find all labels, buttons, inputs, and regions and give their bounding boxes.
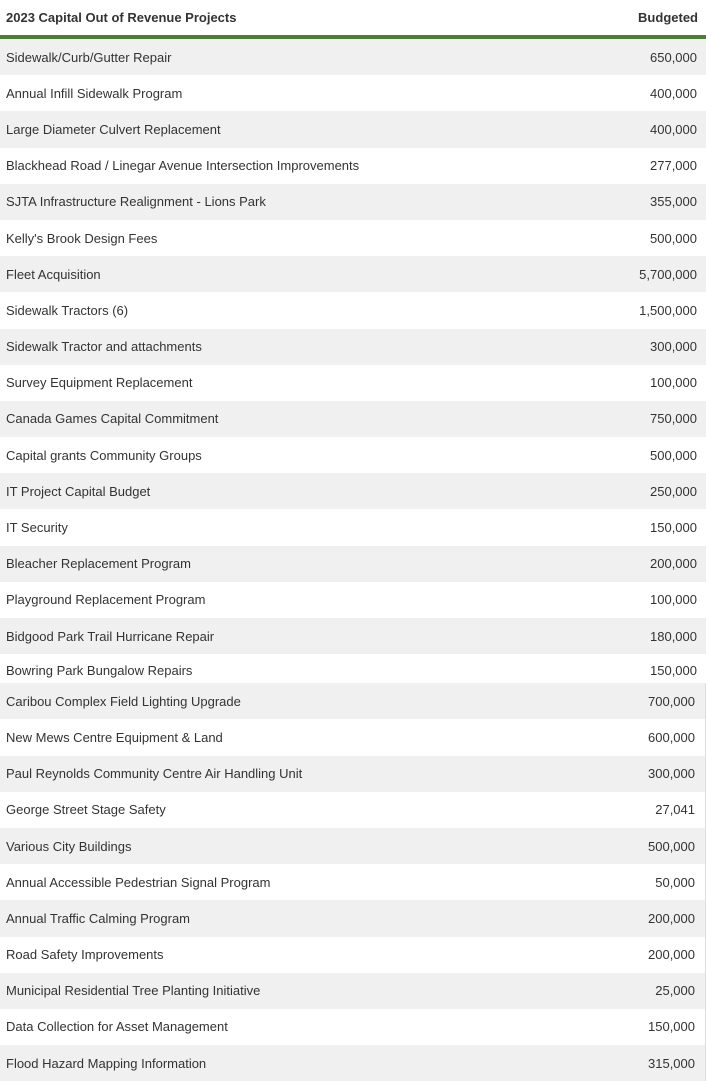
header-budgeted: Budgeted: [638, 10, 698, 25]
table-row: Blackhead Road / Linegar Avenue Intersec…: [0, 148, 706, 184]
table-body-part1: Sidewalk/Curb/Gutter Repair 650,000 Annual…: [0, 39, 706, 683]
budgeted-value: 750,000: [650, 411, 697, 427]
budgeted-value: 315,000: [648, 1055, 695, 1071]
project-name: Kelly's Brook Design Fees: [6, 230, 158, 246]
table-row: Data Collection for Asset Management 150,…: [0, 1009, 705, 1045]
budgeted-value: 250,000: [650, 483, 697, 499]
table-row: Annual Accessible Pedestrian Signal Prog…: [0, 864, 705, 900]
budgeted-value: 150,000: [648, 1019, 695, 1035]
project-name: Blackhead Road / Linegar Avenue Intersec…: [6, 158, 360, 174]
table-row: Capital grants Community Groups 500,000: [0, 437, 706, 473]
project-name: Sidewalk Tractor and attachments: [6, 339, 202, 355]
project-name: Various City Buildings: [6, 838, 132, 854]
budgeted-value: 150,000: [650, 520, 697, 536]
table-row: Municipal Residential Tree Planting Init…: [0, 972, 705, 1009]
project-name: Sidewalk/Curb/Gutter Repair: [6, 49, 172, 65]
table-row: Kelly's Brook Design Fees 500,000: [0, 220, 706, 256]
budgeted-value: 100,000: [650, 375, 697, 391]
project-name: Flood Hazard Mapping Information: [6, 1055, 207, 1071]
table-row: IT Security 150,000: [0, 509, 706, 545]
project-name: IT Security: [6, 520, 68, 536]
project-name: SJTA Infrastructure Realignment - Lions …: [6, 194, 266, 210]
budgeted-value: 50,000: [655, 874, 695, 890]
table-row: SJTA Infrastructure Realignment - Lions …: [0, 183, 706, 220]
table-body-part2: Caribou Complex Field Lighting Upgrade 70…: [0, 683, 706, 1081]
project-name: Municipal Residential Tree Planting Init…: [6, 983, 261, 999]
budgeted-value: 100,000: [650, 592, 697, 608]
budgeted-value: 400,000: [650, 121, 697, 137]
table-row: Bleacher Replacement Program 200,000: [0, 545, 706, 582]
budgeted-value: 150,000: [650, 663, 697, 679]
budgeted-value: 400,000: [650, 85, 697, 101]
table-row: Sidewalk/Curb/Gutter Repair 650,000: [0, 39, 706, 76]
budgeted-value: 700,000: [648, 693, 695, 709]
project-name: Annual Infill Sidewalk Program: [6, 85, 183, 101]
table-row: IT Project Capital Budget 250,000: [0, 473, 706, 510]
project-name: Large Diameter Culvert Replacement: [6, 121, 221, 137]
table-row: Road Safety Improvements 200,000: [0, 937, 705, 973]
table-row: New Mews Centre Equipment & Land 600,000: [0, 719, 705, 755]
table-row: Various City Buildings 500,000: [0, 827, 705, 865]
budgeted-value: 500,000: [650, 447, 697, 463]
project-name: New Mews Centre Equipment & Land: [6, 729, 223, 745]
project-name: Annual Accessible Pedestrian Signal Prog…: [6, 874, 271, 890]
table-row: George Street Stage Safety 27,041: [0, 792, 705, 828]
budgeted-value: 600,000: [648, 729, 695, 745]
budgeted-value: 180,000: [650, 628, 697, 644]
project-name: Caribou Complex Field Lighting Upgrade: [6, 693, 241, 709]
table-header: 2023 Capital Out of Revenue Projects Bud…: [0, 0, 706, 39]
project-name: Paul Reynolds Community Centre Air Handl…: [6, 766, 303, 782]
project-name: IT Project Capital Budget: [6, 483, 151, 499]
table-row: Bidgood Park Trail Hurricane Repair 180,0…: [0, 618, 706, 655]
table-row: Survey Equipment Replacement 100,000: [0, 365, 706, 401]
table-row: Paul Reynolds Community Centre Air Handl…: [0, 755, 705, 792]
project-name: Bidgood Park Trail Hurricane Repair: [6, 628, 215, 644]
budgeted-value: 650,000: [650, 49, 697, 65]
table-row: Annual Traffic Calming Program 200,000: [0, 900, 705, 937]
budgeted-value: 200,000: [648, 947, 695, 963]
budgeted-value: 277,000: [650, 158, 697, 174]
project-name: Bowring Park Bungalow Repairs: [6, 663, 193, 679]
project-name: Data Collection for Asset Management: [6, 1019, 228, 1035]
budgeted-value: 300,000: [650, 339, 697, 355]
table-row: Large Diameter Culvert Replacement 400,00…: [0, 111, 706, 148]
budgeted-value: 27,041: [655, 802, 695, 818]
project-name: Sidewalk Tractors (6): [6, 302, 129, 318]
project-name: Fleet Acquisition: [6, 266, 101, 282]
budgeted-value: 300,000: [648, 766, 695, 782]
budgeted-value: 200,000: [648, 910, 695, 926]
project-name: George Street Stage Safety: [6, 802, 166, 818]
table-row: Bowring Park Bungalow Repairs 150,000: [0, 654, 706, 683]
project-name: Survey Equipment Replacement: [6, 375, 193, 391]
budgeted-value: 355,000: [650, 194, 697, 210]
header-project: 2023 Capital Out of Revenue Projects: [6, 10, 237, 25]
budgeted-value: 5,700,000: [639, 266, 697, 282]
project-name: Bleacher Replacement Program: [6, 556, 191, 572]
project-name: Annual Traffic Calming Program: [6, 910, 191, 926]
table-row: Caribou Complex Field Lighting Upgrade 70…: [0, 683, 705, 720]
table-row: Playground Replacement Program 100,000: [0, 582, 706, 618]
table-row: Sidewalk Tractor and attachments 300,000: [0, 328, 706, 365]
table-row: Sidewalk Tractors (6) 1,500,000: [0, 292, 706, 328]
budgeted-value: 200,000: [650, 556, 697, 572]
project-name: Canada Games Capital Commitment: [6, 411, 219, 427]
table-row: Flood Hazard Mapping Information 315,000: [0, 1045, 705, 1081]
budgeted-value: 500,000: [650, 230, 697, 246]
budgeted-value: 1,500,000: [639, 302, 697, 318]
project-name: Playground Replacement Program: [6, 592, 206, 608]
table-row: Fleet Acquisition 5,700,000: [0, 256, 706, 293]
table-row: Annual Infill Sidewalk Program 400,000: [0, 75, 706, 111]
project-name: Road Safety Improvements: [6, 947, 164, 963]
project-name: Capital grants Community Groups: [6, 447, 202, 463]
budgeted-value: 500,000: [648, 838, 695, 854]
budgeted-value: 25,000: [655, 983, 695, 999]
table-row: Canada Games Capital Commitment 750,000: [0, 400, 706, 438]
